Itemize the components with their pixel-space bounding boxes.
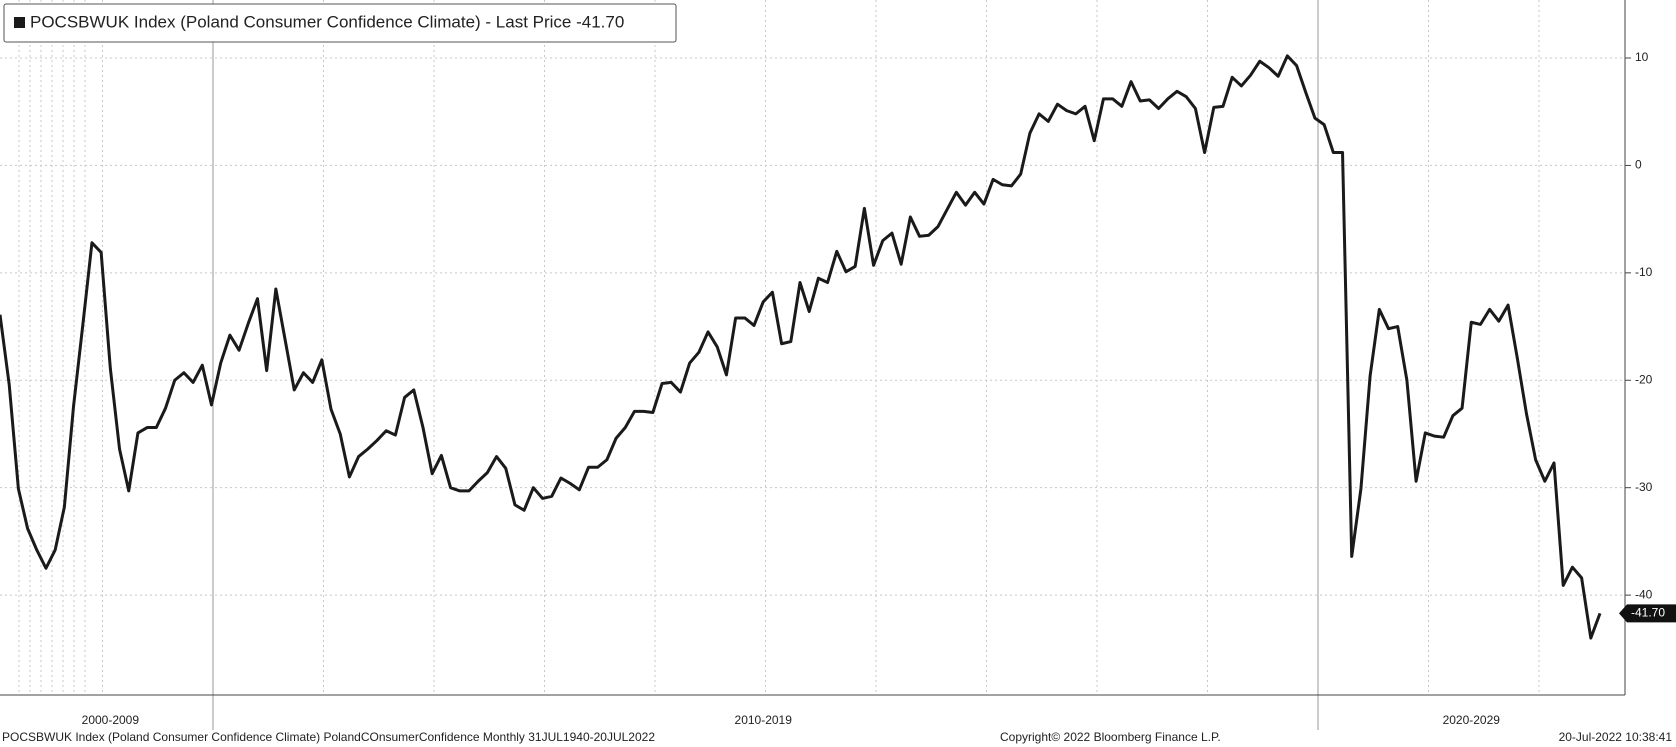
legend-swatch bbox=[14, 17, 25, 28]
footer-center: Copyright© 2022 Bloomberg Finance L.P. bbox=[1000, 730, 1221, 744]
x-tick-label: 2010-2019 bbox=[735, 713, 793, 727]
last-price-label: -41.70 bbox=[1631, 606, 1665, 620]
plot: -41.70 bbox=[0, 54, 1676, 640]
x-tick-label: 2000-2009 bbox=[82, 713, 140, 727]
last-price-tag bbox=[1619, 604, 1676, 623]
footer-left: POCSBWUK Index (Poland Consumer Confiden… bbox=[2, 730, 655, 744]
x-tick-label: 2020-2029 bbox=[1443, 713, 1501, 727]
y-tick-label: -20 bbox=[1635, 372, 1653, 386]
y-tick-label: 0 bbox=[1635, 158, 1642, 172]
data-line bbox=[0, 54, 1602, 640]
footer-right: 20-Jul-2022 10:38:41 bbox=[1559, 730, 1673, 744]
title-box bbox=[3, 3, 677, 43]
y-tick-label: -30 bbox=[1635, 480, 1653, 494]
chart-title: POCSBWUK Index (Poland Consumer Confiden… bbox=[30, 12, 624, 31]
grid: -40 -30 -20 -10 0 10 2000-2009 2010-2019 2020-20… bbox=[0, 0, 1653, 730]
y-tick-label: -40 bbox=[1635, 587, 1653, 601]
y-tick-label: 10 bbox=[1635, 50, 1649, 64]
y-tick-label: -10 bbox=[1635, 265, 1653, 279]
